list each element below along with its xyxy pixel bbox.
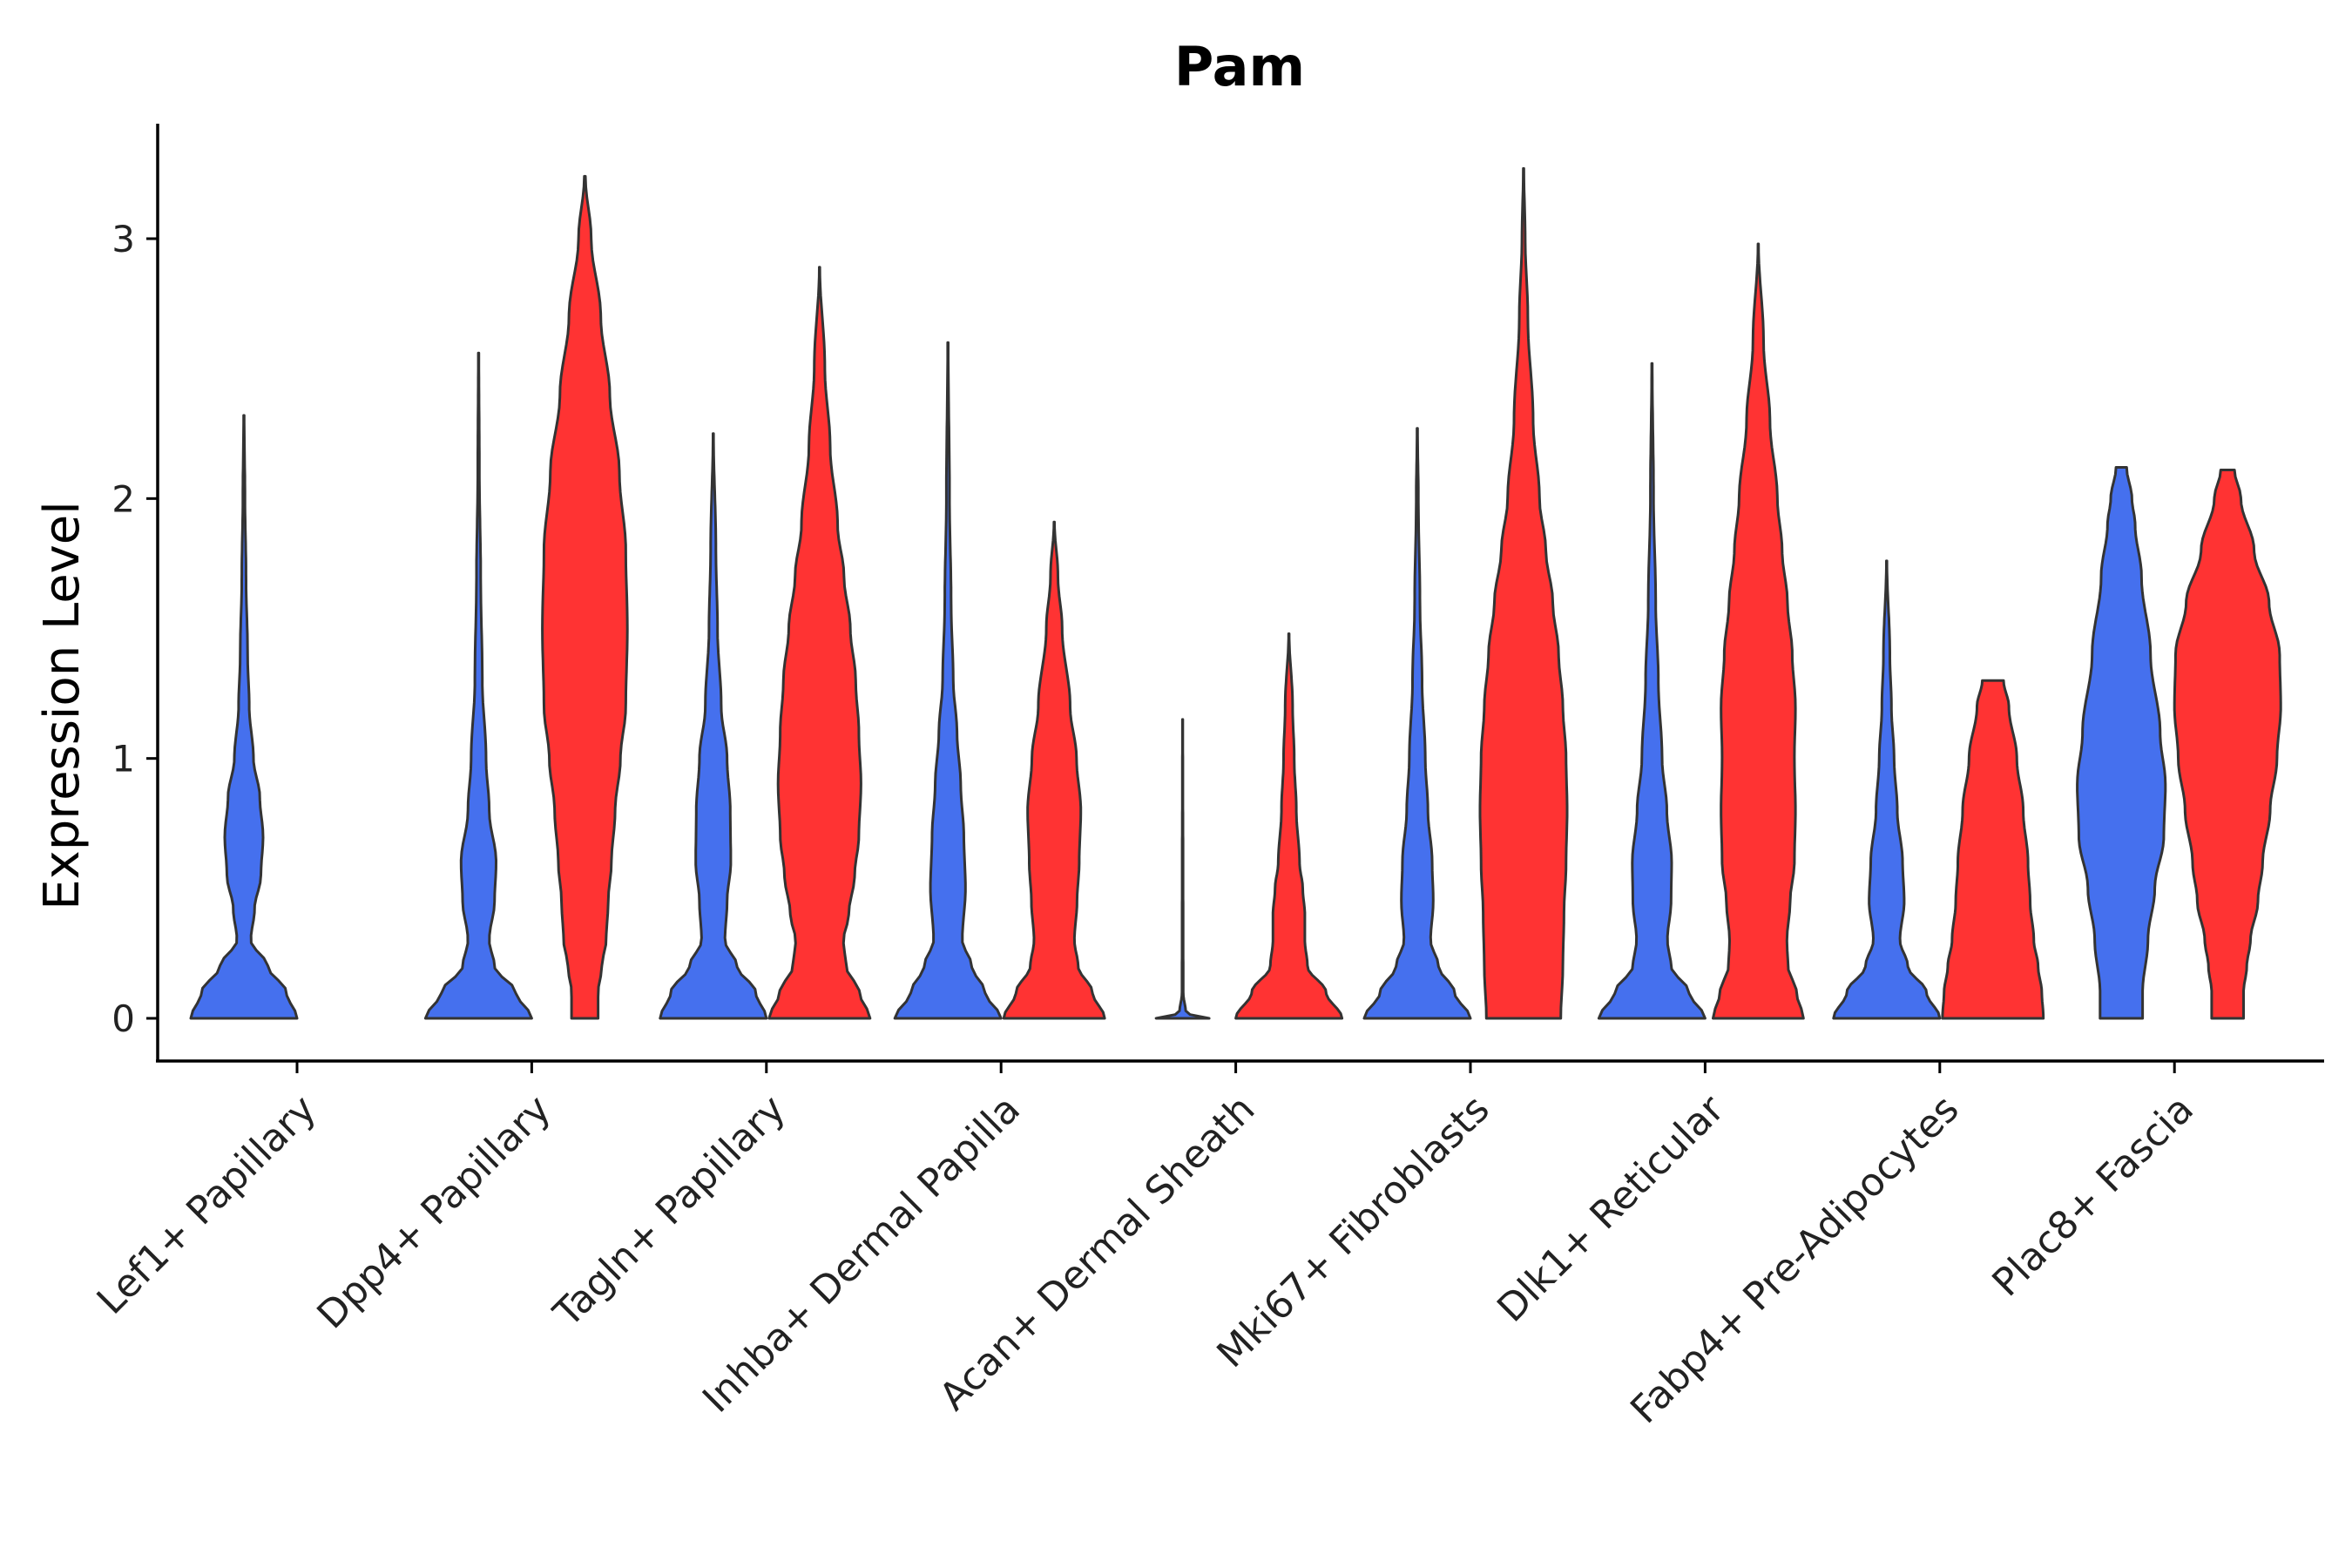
violin-red-2 [767,266,872,1020]
violin-red-1 [541,174,629,1020]
violin-blue-7 [1832,559,1942,1020]
violin-red-7 [1941,679,2045,1020]
chart-title: Pam [1174,35,1305,98]
violin-blue-5 [1362,427,1472,1020]
x-tick-label: Plac8+ Fascia [1984,1087,2202,1306]
y-tick-label: 1 [112,738,135,781]
x-tick-label: Mki67+ Fibroblasts [1208,1087,1497,1376]
violin-blue-3 [893,341,1003,1020]
x-tick-label: Lef1+ Papillary [89,1087,325,1323]
x-tick-label: Dlk1+ Reticular [1489,1086,1734,1331]
violin-blue-8 [2076,466,2167,1020]
violin-blue-6 [1597,362,1707,1020]
violin-red-8 [2173,469,2282,1020]
y-tick-label: 3 [112,218,135,260]
violin-red-5 [1478,166,1569,1020]
violin-layer [189,166,2282,1020]
x-tick-label: Dpp4+ Papillary [309,1087,560,1338]
y-axis-label: Expression Level [34,501,91,910]
y-tick-label: 0 [112,997,135,1040]
violin-blue-0 [189,414,299,1020]
x-tick-label: Tagln+ Papillary [544,1087,794,1336]
y-tick-label: 2 [112,477,135,520]
violin-red-4 [1234,632,1344,1020]
violin-blue-4 [1154,718,1211,1020]
violin-red-6 [1712,242,1805,1020]
violin-blue-1 [423,351,533,1020]
violin-red-3 [1002,520,1106,1020]
violin-blue-2 [659,432,768,1020]
y-axis: 0 1 2 3 [112,218,158,1040]
